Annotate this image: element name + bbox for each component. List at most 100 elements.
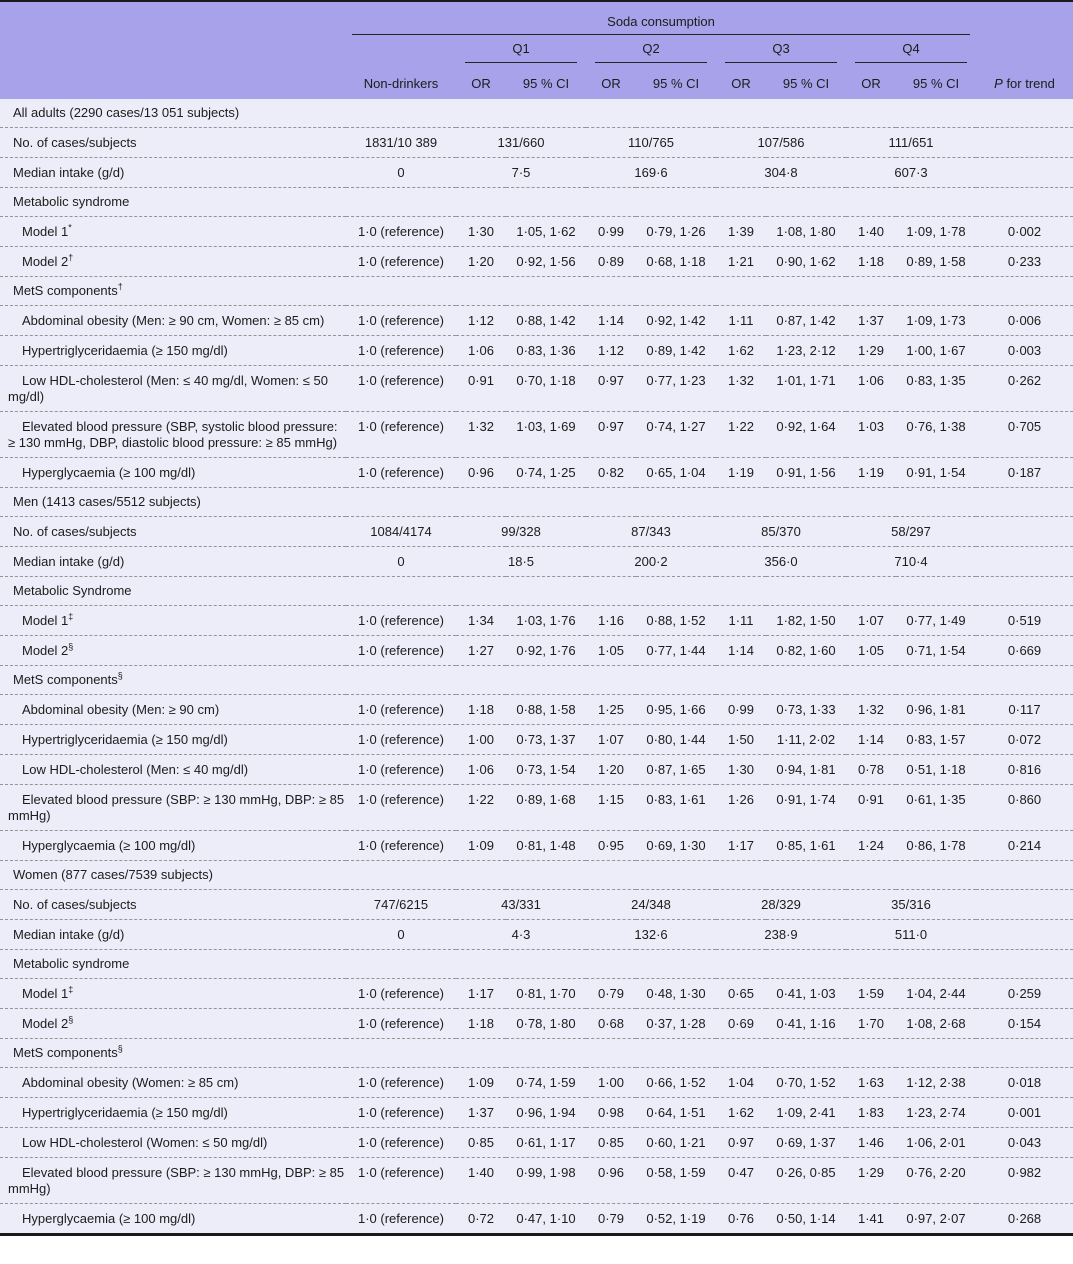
cell-or-q3: 1·62 [716,1097,766,1128]
cell-or-q2: 0·79 [586,978,636,1009]
section-label: Metabolic syndrome [0,949,1073,979]
cell-p-trend [976,889,1073,920]
table-row: Elevated blood pressure (SBP: ≥ 130 mmHg… [0,784,1073,831]
cell-q3: 85/370 [716,516,846,547]
cell-or-q2: 1·07 [586,724,636,755]
cell-or-q3: 1·39 [716,216,766,247]
cell-or-q1: 1·34 [456,605,506,636]
section-row: MetS components§ [0,1038,1073,1068]
section-row: Metabolic syndrome [0,949,1073,979]
cell-or-q2: 1·25 [586,694,636,725]
cell-ci-q4: 0·76, 2·20 [896,1157,977,1204]
cell-q4: 607·3 [846,157,977,188]
row-label: Hypertriglyceridaemia (≥ 150 mg/dl) [0,724,346,755]
cell-nondrinkers: 1·0 (reference) [346,1067,456,1098]
cell-q2: 132·6 [586,919,716,950]
cell-ci-q1: 0·96, 1·94 [506,1097,586,1128]
col-header-or-q4: OR [861,76,881,91]
spanner-spacer-left [0,2,346,35]
quartile-spacer-p [976,35,1073,63]
table-row: Model 1* 1·0 (reference) 1·30 1·05, 1·62 0·9… [0,216,1073,247]
row-label: Abdominal obesity (Men: ≥ 90 cm, Women: … [0,305,346,336]
quartile-label-q4: Q4 [855,41,968,63]
cell-ci-q4: 0·76, 1·38 [896,411,977,458]
section-label: MetS components† [0,276,1073,306]
section-label: MetS components§ [0,665,1073,695]
table-row: Abdominal obesity (Men: ≥ 90 cm, Women: … [0,305,1073,336]
cell-or-q1: 0·72 [467,1211,495,1226]
row-label: Hyperglycaemia (≥ 100 mg/dl) [22,1211,196,1226]
cell-or-q4: 1·05 [846,635,896,666]
spanner-spacer-right [976,2,1073,35]
cell-or-q1: 1·32 [456,411,506,458]
cell-q4: 111/651 [846,127,977,158]
row-label: Hyperglycaemia (≥ 100 mg/dl) [0,457,346,488]
footnote-marker: † [117,281,123,292]
cell-ci-q4: 0·96, 1·81 [896,694,977,725]
cell-p-trend [976,157,1073,188]
section-label: All adults (2290 cases/13 051 subjects) [0,99,1073,128]
cell-q3: 304·8 [716,157,846,188]
cell-or-q3: 1·21 [716,246,766,277]
cell-nondrinkers: 1·0 (reference) [346,784,456,831]
footnote-marker: § [117,1043,123,1054]
cell-p-trend: 0·233 [976,246,1073,277]
cell-p-trend [976,516,1073,547]
cell-or-q4: 1·63 [846,1067,896,1098]
row-label: No. of cases/subjects [0,516,346,547]
cell-ci-q1: 1·03, 1·69 [506,411,586,458]
row-label: Abdominal obesity (Women: ≥ 85 cm) [0,1067,346,1098]
cell-or-q1: 1·06 [456,335,506,366]
cell-q3: 107/586 [716,127,846,158]
cell-ci-q1: 0·89, 1·68 [506,784,586,831]
table-body: All adults (2290 cases/13 051 subjects) N… [0,99,1073,1233]
footnote-marker: ‡ [68,984,74,995]
section-label: MetS components§ [0,1038,1073,1068]
soda-consumption-table: Soda consumption Q1 Q2 Q3 Q4 Non-drinker… [0,2,1073,1233]
col-header-or-q3: OR [731,76,751,91]
cell-nondrinkers: 1·0 (reference) [346,1097,456,1128]
table-row: Elevated blood pressure (SBP, systolic b… [0,411,1073,458]
cell-or-q1: 0·91 [456,365,506,412]
row-label: Hypertriglyceridaemia (≥ 150 mg/dl) [0,1097,346,1128]
cell-ci-q1: 0·81, 1·70 [506,978,586,1009]
cell-ci-q3: 0·26, 0·85 [766,1157,846,1204]
cell-or-q3: 0·69 [716,1008,766,1039]
cell-or-q3: 1·62 [716,335,766,366]
cell-p-trend: 0·669 [976,635,1073,666]
footnote-marker: § [68,1014,74,1025]
cell-ci-q1: 0·88, 1·58 [506,694,586,725]
cell-or-q2: 1·12 [586,335,636,366]
quartile-cell-q4: Q4 [846,35,976,63]
cell-ci-q3: 0·82, 1·60 [766,635,846,666]
cell-q3: 238·9 [716,919,846,950]
cell-or-q4: 1·19 [846,457,896,488]
cell-or-q4: 1·46 [846,1127,896,1158]
cell-ci-q3: 0·41, 1·16 [766,1008,846,1039]
footnote-marker: † [68,252,74,263]
row-label: Elevated blood pressure (SBP: ≥ 130 mmHg… [0,1157,346,1204]
cell-or-q1: 1·18 [456,694,506,725]
cell-p-trend: 0·860 [976,784,1073,831]
cell-ci-q3: 0·50, 1·14 [776,1211,836,1226]
quartile-cell-q1: Q1 [456,35,586,63]
cell-ci-q4: 0·77, 1·49 [896,605,977,636]
section-label: Metabolic syndrome [0,187,1073,217]
cell-p-trend: 0·268 [1007,1211,1042,1226]
cell-p-trend: 0·816 [976,754,1073,785]
cell-or-q2: 1·20 [586,754,636,785]
cell-or-q3: 1·26 [716,784,766,831]
cell-p-trend: 0·117 [976,694,1073,725]
cell-nondrinkers: 1·0 (reference) [346,335,456,366]
cell-ci-q2: 0·52, 1·19 [646,1211,706,1226]
cell-or-q4: 1·07 [846,605,896,636]
cell-q1: 43/331 [456,889,586,920]
cell-q3: 356·0 [716,546,846,577]
cell-nondrinkers: 1·0 (reference) [346,830,456,861]
cell-or-q2: 0·82 [586,457,636,488]
cell-p-trend: 0·519 [976,605,1073,636]
quartile-label-q2: Q2 [595,41,707,63]
cell-or-q3: 0·76 [727,1211,755,1226]
cell-or-q2: 0·97 [586,365,636,412]
table-row: Median intake (g/d) 0 7·5 169·6 304·8 607·3 [0,157,1073,188]
